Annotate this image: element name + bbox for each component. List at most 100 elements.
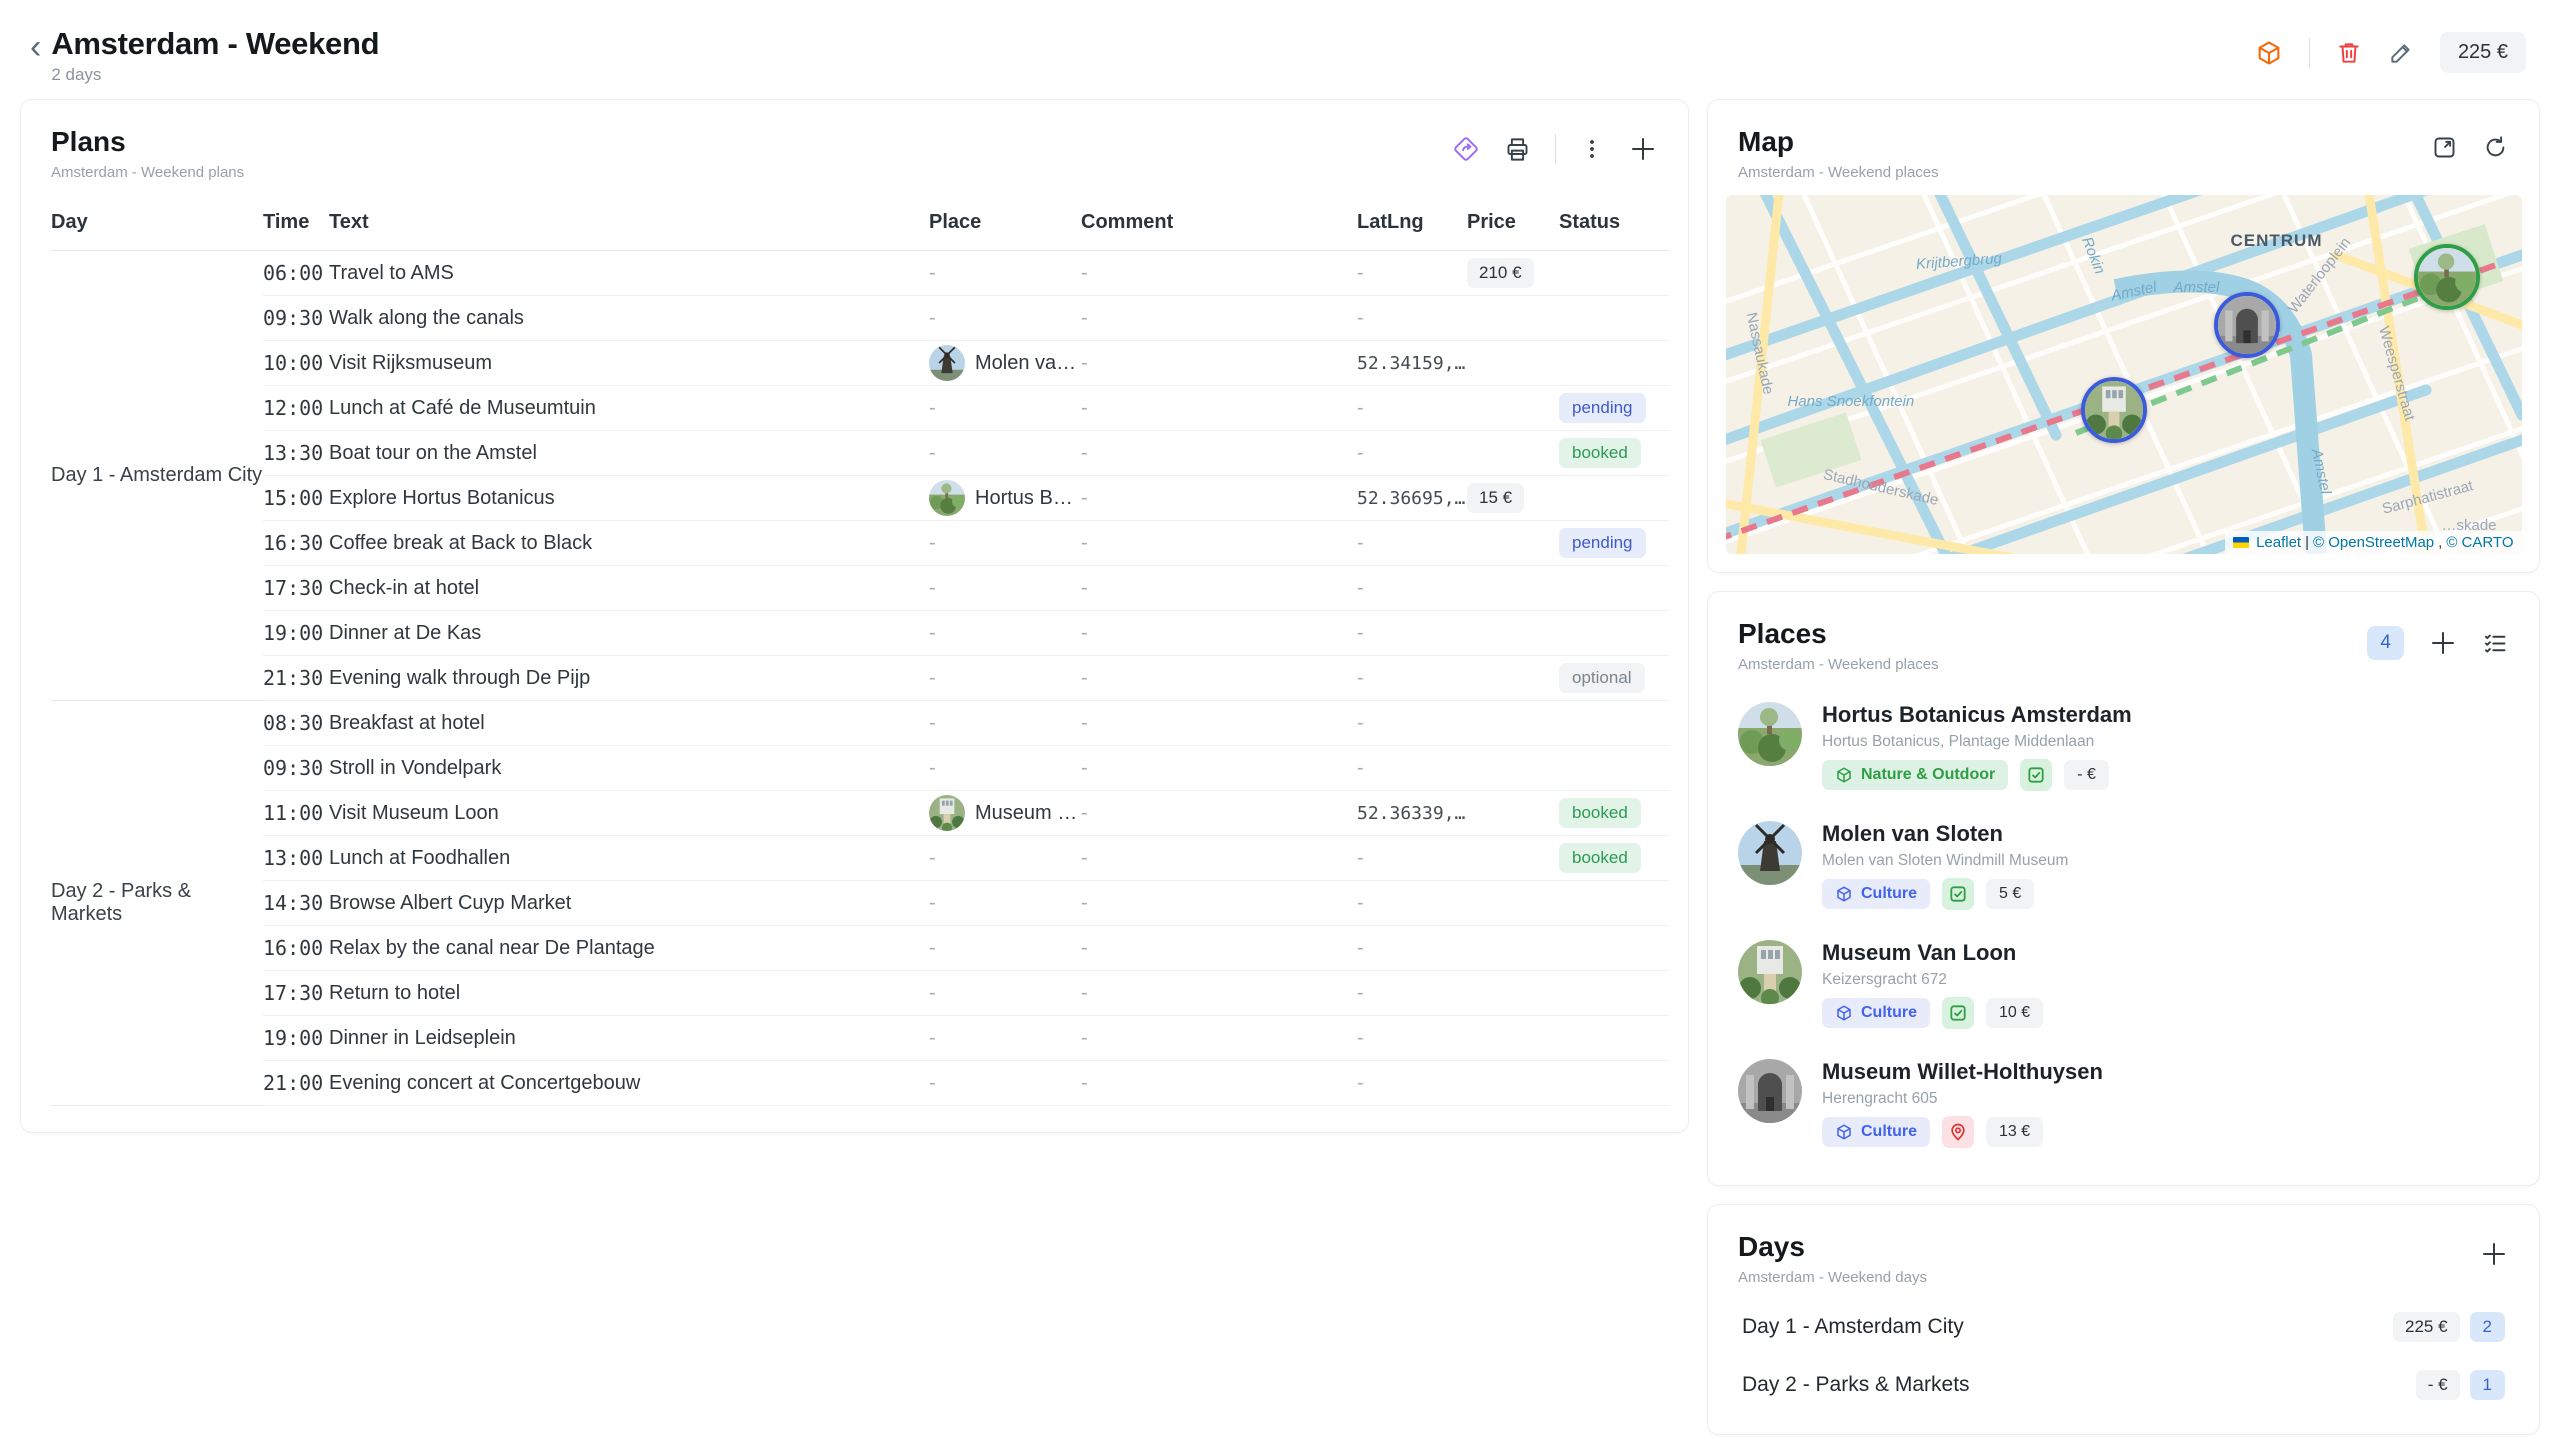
map-marker[interactable] [2080,377,2147,443]
empty-dash: - [1081,756,1088,779]
plan-row[interactable]: 21:00 Evening concert at Concertgebouw - - - [51,1060,1669,1106]
attr-sep: , [2438,534,2443,551]
map-canvas[interactable]: Krijtbergbrug Rokin Amstel Amstel CENTRUM Wat… [1725,195,2522,554]
plan-price [1467,700,1559,746]
col-latlng: LatLng [1357,201,1467,251]
plan-row[interactable]: 16:00 Relax by the canal near De Plantage… [51,925,1669,971]
place-list-item[interactable]: Hortus Botanicus Amsterdam Hortus Botanic… [1738,687,2509,806]
map-label: Amstel [2173,279,2220,296]
empty-dash: - [929,981,936,1004]
plan-row[interactable]: 19:00 Dinner at De Kas - - - [51,610,1669,656]
carto-link[interactable]: © CARTO [2446,534,2514,551]
places-list-view-button[interactable] [2482,630,2509,657]
empty-dash: - [929,846,936,869]
plan-price [1467,610,1559,656]
empty-dash: - [1357,936,1364,959]
plan-latlng: - [1357,430,1467,476]
plan-place: - [929,925,1081,971]
plan-row[interactable]: 16:30 Coffee break at Back to Black - - - pen… [51,520,1669,566]
add-day-button[interactable] [2479,1239,2509,1269]
place-info: Hortus Botanicus Amsterdam Hortus Botanic… [1822,702,2132,791]
add-icon [2483,1243,2505,1265]
plan-time: 10:00 [263,340,329,386]
plan-price [1467,970,1559,1016]
day-list-item[interactable]: Day 2 - Parks & Markets - € 1 [1738,1356,2509,1414]
plan-latlng: - [1357,295,1467,341]
place-info: Museum Willet-Holthuysen Herengracht 605 C… [1822,1059,2103,1148]
plan-row[interactable]: Day 1 - Amsterdam City 06:00 Travel to AMS… [51,250,1669,701]
status-badge: booked [1559,438,1641,468]
plan-time: 15:00 [263,475,329,521]
trash-icon [2339,42,2359,63]
plan-latlng: - [1357,250,1467,296]
latlng-value: 52.36339,… [1357,802,1466,824]
plan-status [1559,610,1669,656]
osm-link[interactable]: © OpenStreetMap [2313,534,2435,551]
pencil-icon [2391,43,2410,63]
place-link[interactable]: Museum Va… [929,795,1081,831]
day-group-label: Day 2 - Parks & Markets [51,700,263,1106]
place-name: Molen van … [975,351,1081,374]
place-name: Museum Van Loon [1822,940,2017,965]
plan-status: booked [1559,835,1669,881]
delete-trip-button[interactable] [2336,40,2362,66]
plan-text: Visit Museum Loon [329,790,929,836]
days-panel: Days Amsterdam - Weekend days Day 1 - Am… [1707,1204,2540,1435]
plan-latlng: - [1357,655,1467,701]
plan-row[interactable]: 14:30 Browse Albert Cuyp Market - - - [51,880,1669,926]
leaflet-link[interactable]: Leaflet [2256,534,2302,551]
add-plan-button[interactable] [1628,134,1658,164]
place-list-item[interactable]: Molen van Sloten Molen van Sloten Windmil… [1738,806,2509,925]
plan-row[interactable]: 17:30 Check-in at hotel - - - [51,565,1669,611]
day-label: Day 1 - Amsterdam City [1742,1315,1964,1338]
plan-row[interactable]: 13:00 Lunch at Foodhallen - - - booked [51,835,1669,881]
place-link[interactable]: Molen van … [929,345,1081,381]
plan-price [1467,655,1559,701]
plan-row[interactable]: 21:30 Evening walk through De Pijp - - - opti… [51,655,1669,701]
empty-dash: - [1081,441,1088,464]
print-button[interactable] [1504,136,1531,163]
plan-row[interactable]: 09:30 Stroll in Vondelpark - - - [51,745,1669,791]
plan-row[interactable]: 09:30 Walk along the canals - - - [51,295,1669,341]
plan-price [1467,1060,1559,1106]
package-cube-button[interactable] [2255,39,2283,67]
plan-row[interactable]: 12:00 Lunch at Café de Museumtuin - - - pendi… [51,385,1669,431]
empty-dash: - [1081,1026,1088,1049]
plan-place: - [929,700,1081,746]
map-refresh-button[interactable] [2482,134,2509,161]
place-list-item[interactable]: Museum Van Loon Keizersgracht 672 Culture 1… [1738,925,2509,1044]
map-marker[interactable] [2413,244,2480,310]
back-button[interactable]: ‹ [30,26,51,64]
location-pin-badge [1942,1116,1974,1148]
empty-dash: - [1081,936,1088,959]
empty-dash: - [929,306,936,329]
col-status: Status [1559,201,1669,251]
place-badges: Culture 5 € [1822,878,2068,910]
map-marker[interactable] [2213,292,2280,358]
place-avatar [929,345,965,381]
plan-row[interactable]: Day 2 - Parks & Markets 08:30 Breakfast at… [51,700,1669,1106]
place-link[interactable]: Hortus Bota… [929,480,1081,516]
edit-trip-button[interactable] [2388,40,2414,66]
plan-row[interactable]: 15:00 Explore Hortus Botanicus Hortus Bota… [51,475,1669,521]
empty-dash: - [1357,531,1364,554]
map-label: Hans Snoekfontein [1787,393,1915,410]
col-comment: Comment [1081,201,1357,251]
export-button[interactable] [1452,135,1480,163]
day-list-item[interactable]: Day 1 - Amsterdam City 225 € 2 [1738,1298,2509,1356]
empty-dash: - [1081,801,1088,824]
plan-row[interactable]: 17:30 Return to hotel - - - [51,970,1669,1016]
plan-price [1467,790,1559,836]
plan-place: Hortus Bota… [929,475,1081,521]
plan-row[interactable]: 19:00 Dinner in Leidseplein - - - [51,1015,1669,1061]
plan-row[interactable]: 13:30 Boat tour on the Amstel - - - booked [51,430,1669,476]
plan-status: booked [1559,790,1669,836]
empty-dash: - [929,441,936,464]
add-place-button[interactable] [2428,628,2458,658]
place-list-item[interactable]: Museum Willet-Holthuysen Herengracht 605 C… [1738,1044,2509,1163]
map-fullscreen-button[interactable] [2431,134,2458,161]
plans-menu-button[interactable] [1580,137,1604,161]
plan-time: 09:30 [263,295,329,341]
